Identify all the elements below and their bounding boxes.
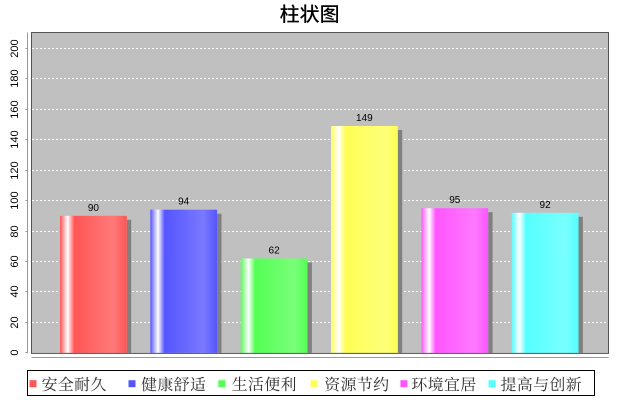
svg-text:62: 62 [269, 246, 281, 257]
svg-text:80: 80 [9, 225, 21, 237]
svg-text:200: 200 [9, 39, 21, 57]
svg-text:40: 40 [9, 285, 21, 297]
svg-text:90: 90 [88, 203, 100, 214]
svg-text:95: 95 [449, 195, 461, 206]
svg-text:180: 180 [9, 69, 21, 87]
svg-text:100: 100 [9, 191, 21, 209]
svg-text:92: 92 [540, 200, 552, 211]
svg-text:60: 60 [9, 255, 21, 267]
svg-text:120: 120 [9, 161, 21, 179]
svg-text:20: 20 [9, 316, 21, 328]
svg-text:149: 149 [356, 113, 373, 124]
svg-text:140: 140 [9, 130, 21, 148]
svg-text:94: 94 [178, 197, 190, 208]
svg-text:160: 160 [9, 100, 21, 118]
svg-text:0: 0 [9, 349, 21, 355]
